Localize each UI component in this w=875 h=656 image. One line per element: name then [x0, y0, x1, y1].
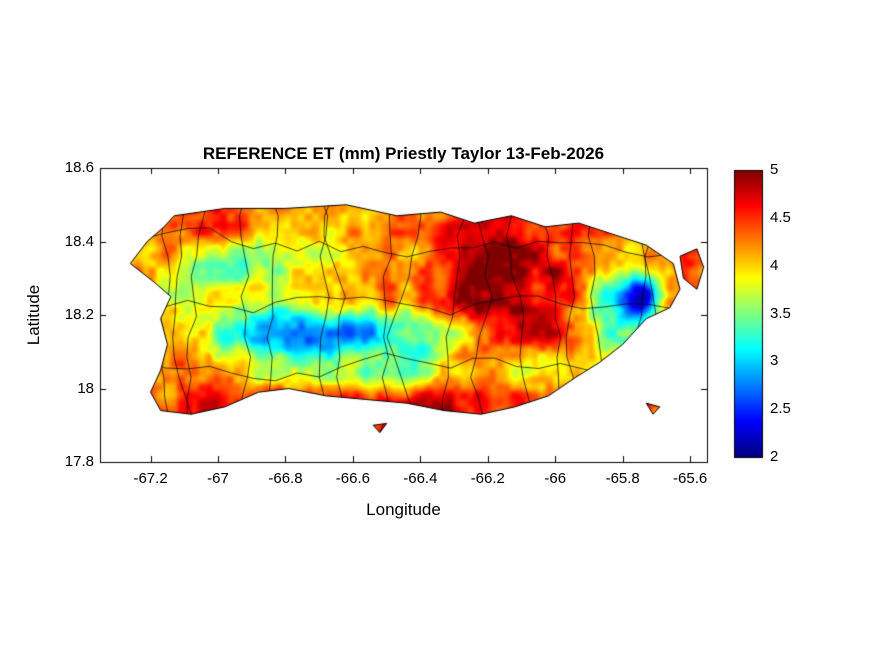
- colorbar-tick-label: 2: [770, 448, 779, 465]
- colorbar-tick-label: 2.5: [770, 400, 791, 418]
- y-tick-label: 18.2: [64, 306, 94, 323]
- x-tick-label: -66.4: [403, 470, 438, 487]
- x-tick-label: -66: [544, 470, 567, 487]
- chart-title: REFERENCE ET (mm) Priestly Taylor 13-Feb…: [202, 144, 605, 163]
- colorbar-tick-label: 4: [770, 256, 779, 274]
- x-tick-label: -66.8: [268, 470, 303, 487]
- y-tick-label: 18: [77, 379, 94, 397]
- y-tick-label: 18.6: [64, 159, 94, 176]
- colorbar-tick-label: 3: [770, 352, 779, 370]
- x-tick-label: -66.6: [335, 470, 370, 487]
- x-tick-label: -65.8: [605, 470, 640, 487]
- x-tick-label: -66.2: [470, 470, 505, 487]
- x-tick-label: -67: [207, 470, 229, 487]
- y-tick-label: 17.8: [64, 453, 94, 470]
- y-tick-label: 18.4: [64, 232, 94, 250]
- x-tick-label: -67.2: [133, 470, 168, 487]
- colorbar-tick-label: 3.5: [770, 304, 791, 322]
- x-axis-label: Longitude: [366, 500, 441, 519]
- colorbar-tick-label: 5: [770, 161, 779, 178]
- x-tick-label: -65.6: [673, 470, 708, 487]
- colorbar-tick-label: 4.5: [770, 208, 791, 226]
